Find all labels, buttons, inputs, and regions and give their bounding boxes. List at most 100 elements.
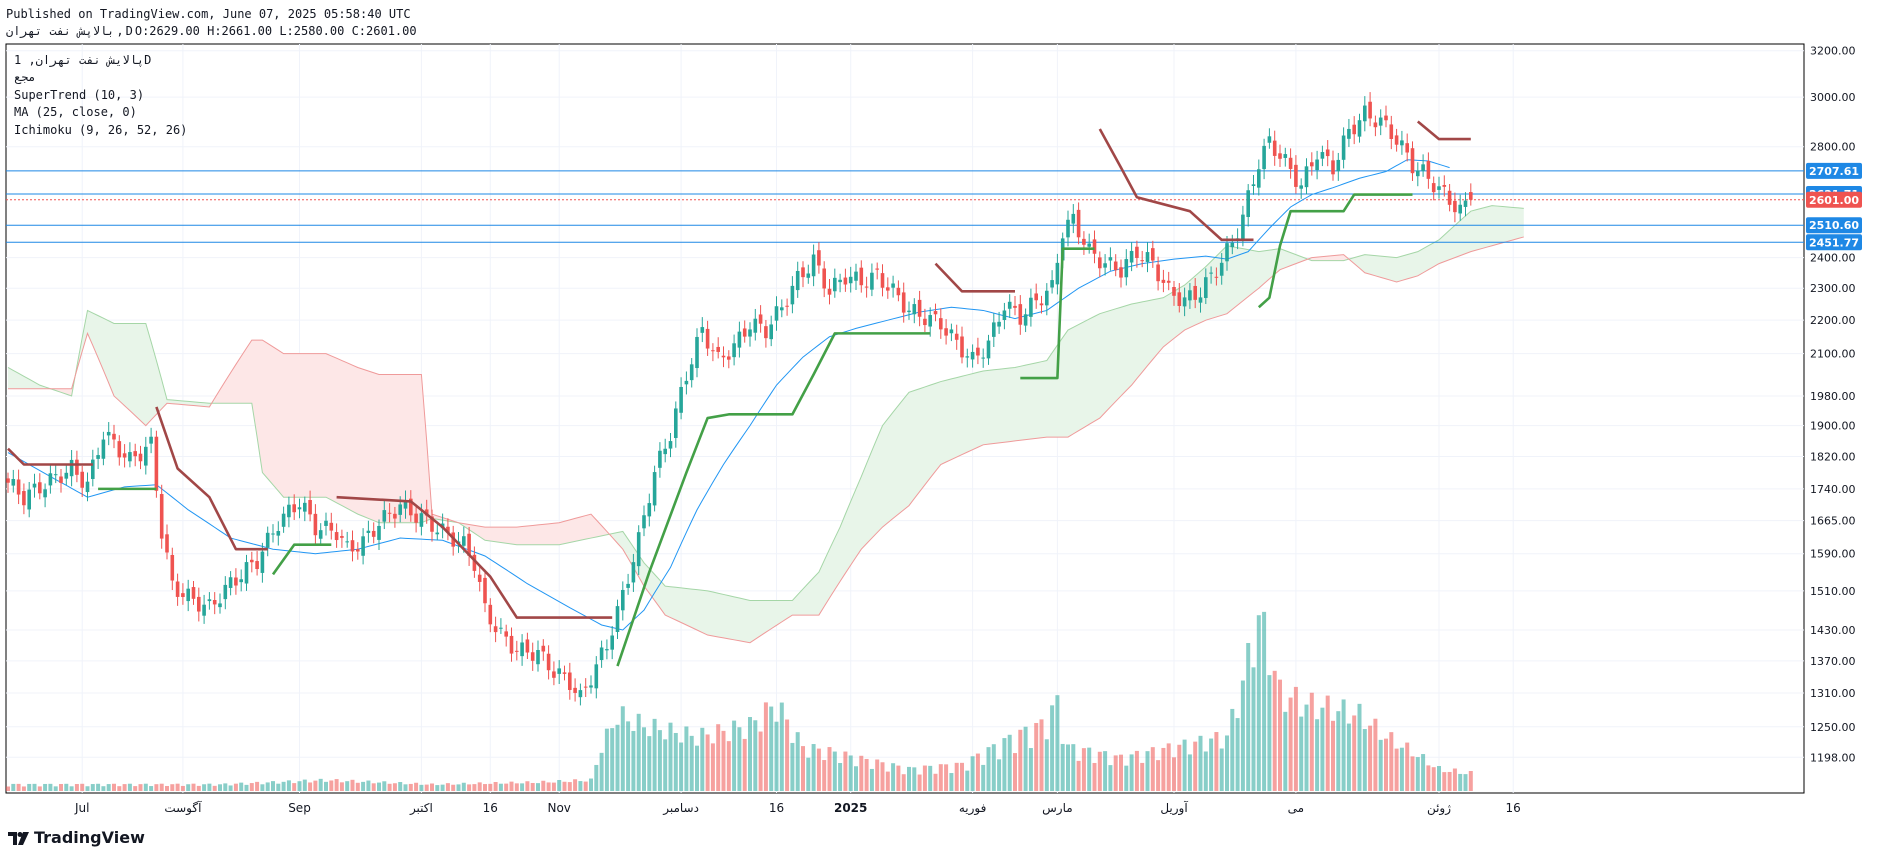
candle-body [1092, 239, 1097, 254]
candle-body [854, 271, 858, 281]
volume-bar [869, 768, 874, 791]
candle [239, 569, 243, 592]
candle [181, 583, 185, 605]
volume-bars [6, 611, 1473, 791]
candle [1050, 270, 1054, 294]
volume-bar [504, 783, 509, 791]
candle-body [191, 587, 196, 599]
candle-body [886, 287, 890, 291]
tradingview-logo[interactable]: TradingView [8, 828, 145, 847]
volume-bar [1161, 747, 1166, 791]
volume-bar [1378, 739, 1383, 791]
candle-body [1267, 136, 1272, 143]
candle-body [1098, 257, 1102, 269]
candle-body [1002, 310, 1007, 321]
candle-body [128, 452, 132, 462]
candle [430, 509, 434, 542]
candle-body [1177, 292, 1182, 307]
candle [801, 261, 805, 288]
volume-bar [27, 783, 32, 791]
price-axis[interactable]: 1198.00 1250.00 1310.00 1370.00 1430.00 1510.… [1810, 45, 1856, 765]
candle [992, 313, 996, 347]
volume-bar [912, 767, 917, 791]
volume-bar [271, 781, 275, 791]
volume-bar [1050, 705, 1055, 791]
volume-bar [541, 780, 546, 791]
legend-subline: مجع [14, 70, 36, 84]
volume-bar [758, 731, 763, 791]
candle-body [228, 577, 233, 588]
volume-bar [498, 783, 503, 791]
volume-bar [827, 747, 832, 791]
candle-body [499, 627, 503, 629]
candle-body [525, 639, 530, 653]
candle [377, 519, 381, 551]
volume-bar [1156, 760, 1161, 791]
candle [144, 436, 148, 475]
candle [1373, 115, 1378, 137]
volume-bar [689, 735, 694, 791]
candle [795, 261, 800, 298]
candle-body [122, 453, 127, 458]
candle [880, 264, 885, 297]
candle [1352, 116, 1356, 145]
candle [22, 483, 26, 515]
volume-bar [350, 779, 355, 791]
volume-bar [1182, 739, 1187, 791]
candle [621, 581, 625, 621]
candle [117, 435, 122, 466]
candle-body [64, 472, 69, 479]
candles[interactable] [6, 92, 1473, 706]
candle [59, 469, 63, 493]
candle [562, 665, 567, 681]
candle [605, 639, 609, 660]
candle-body [1352, 124, 1356, 135]
candle [509, 627, 514, 662]
volume-bar [159, 783, 164, 791]
volume-bar [679, 742, 684, 791]
candle-body [409, 498, 413, 516]
candle [308, 490, 312, 522]
candle [186, 579, 190, 612]
volume-bar [885, 771, 890, 791]
volume-bar [329, 780, 334, 791]
candle-body [303, 502, 307, 512]
candle [658, 442, 662, 478]
candle [265, 526, 270, 557]
candle [1341, 127, 1346, 169]
volume-bar [769, 706, 774, 791]
candle [175, 573, 180, 606]
candle [1151, 240, 1155, 268]
candle [1288, 148, 1293, 179]
time-tick-label: دسامبر [662, 801, 699, 816]
candle-body [419, 513, 424, 527]
candle-body [1373, 122, 1378, 128]
candle-body [6, 478, 10, 483]
candle-body [1310, 162, 1314, 167]
volume-bar [880, 762, 885, 791]
candle [96, 447, 100, 470]
candle [1023, 308, 1028, 333]
candle [933, 303, 938, 322]
candle [1182, 287, 1187, 317]
volume-bar [345, 781, 350, 791]
level-label: 2451.77 [1809, 236, 1859, 249]
time-axis[interactable]: Jul آگوست Sep اکتبر 16 Nov دسامبر 16 2025 فوریه ما… [74, 800, 1521, 816]
volume-bar [170, 784, 175, 791]
candle-body [1246, 190, 1250, 218]
cloud-segment [1311, 254, 1349, 261]
candle-body [700, 327, 705, 333]
volume-bar [6, 786, 10, 791]
candle-body [568, 672, 572, 690]
candle-body [38, 482, 42, 494]
volume-bar [313, 780, 318, 791]
candle-body [907, 310, 911, 313]
cloud-lead-b [8, 236, 1524, 644]
candle [1278, 144, 1282, 167]
volume-bar [668, 722, 673, 791]
volume-bar [1272, 670, 1277, 791]
candle-body [483, 577, 487, 604]
candle-body [1103, 263, 1107, 268]
